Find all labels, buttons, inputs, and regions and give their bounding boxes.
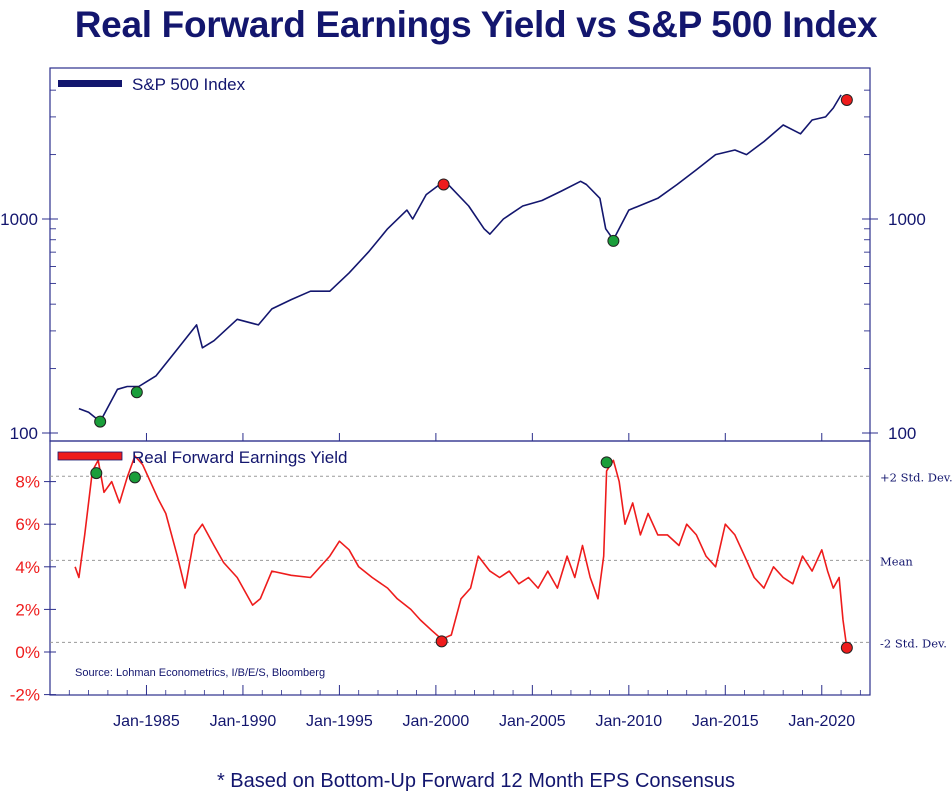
turning-point-markers [90,93,853,654]
xtick-label: Jan-2015 [692,713,759,730]
xtick-label: Jan-2000 [403,713,470,730]
top-ytick-label-left: 100 [10,424,38,443]
sp500-marker-red [840,93,853,106]
sp500-marker-green [94,415,107,428]
sp500-marker-green [607,234,620,247]
top-panel-ticks: 100 100 1000 1000 [0,89,926,443]
top-ytick-label-right: 1000 [888,210,926,229]
yield-marker-red [435,635,448,648]
yield-series [74,455,848,648]
std-dev-reference-lines: +2 Std. Dev. Mean -2 Std. Dev. [50,470,952,650]
xtick-label: Jan-2005 [499,713,566,730]
yield-ytick-label: 2% [15,600,40,619]
source-note: Source: Lohman Econometrics, I/B/E/S, Bl… [75,667,325,679]
footnote: * Based on Bottom-Up Forward 12 Month EP… [216,770,736,792]
reference-line-label: Mean [880,554,913,568]
yield-ytick-label: 8% [15,473,40,492]
reference-line-label: +2 Std. Dev. [880,470,952,484]
bottom-panel-frame [49,440,871,696]
xtick-label: Jan-2020 [788,713,855,730]
chart-title: Real Forward Earnings Yield vs S&P 500 I… [74,4,878,45]
sp500-line [78,94,842,423]
bottom-panel-ticks: -2% 0% 2% 4% 6% 8% [10,473,56,705]
yield-legend-label: Real Forward Earnings Yield [132,448,347,467]
yield-ytick-label: 4% [15,558,40,577]
sp500-marker-red [437,178,450,191]
yield-ytick-label: 0% [15,643,40,662]
xtick-label: Jan-1985 [113,713,180,730]
xtick-label: Jan-1990 [210,713,277,730]
sp500-legend-swatch [58,80,122,87]
yield-marker-green [90,467,103,480]
xtick-label: Jan-1995 [306,713,373,730]
top-ytick-label-left: 1000 [0,210,38,229]
sp500-series [78,94,842,423]
xtick-label: Jan-2010 [595,713,662,730]
bottom-panel-border [49,440,871,696]
yield-line [74,455,848,648]
yield-ytick-label: 6% [15,515,40,534]
yield-marker-green [600,456,613,469]
sp500-legend-label: S&P 500 Index [132,75,246,94]
top-ytick-label-right: 100 [888,424,916,443]
yield-marker-red [840,641,853,654]
sp500-marker-green [130,386,143,399]
reference-line-label: -2 Std. Dev. [880,636,947,650]
yield-legend-swatch [57,451,123,461]
x-axis-ticks: Jan-1985 Jan-1990 Jan-1995 Jan-2000 Jan-2005… [68,433,861,730]
top-panel-frame [49,67,871,442]
yield-ytick-label: -2% [10,686,40,705]
top-panel-border [49,67,871,442]
yield-marker-green [128,471,141,484]
